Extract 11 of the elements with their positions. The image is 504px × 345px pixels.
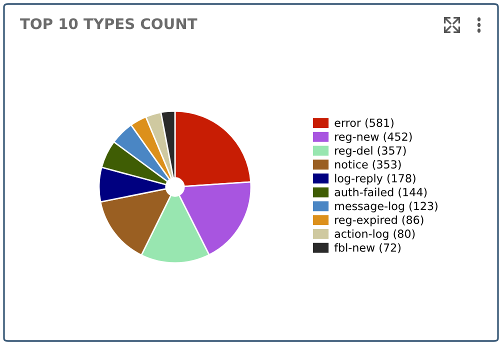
legend-label: auth-failed (144) [334,188,427,198]
legend-label: message-log (123) [335,202,438,212]
legend-label: reg-expired (86) [335,215,424,226]
legend-label: notice (353) [335,160,401,170]
legend-label: reg-new (452) [335,132,412,144]
legend-label: log-reply (178) [335,174,416,185]
legend-label: action-log (80) [334,229,415,240]
legend-label: fbl-new (72) [334,243,401,254]
legend-label: reg-del (357) [335,146,406,157]
chart-title: TOP 10 TYPES COUNT [20,18,198,30]
legend-label: error (581) [334,118,394,128]
